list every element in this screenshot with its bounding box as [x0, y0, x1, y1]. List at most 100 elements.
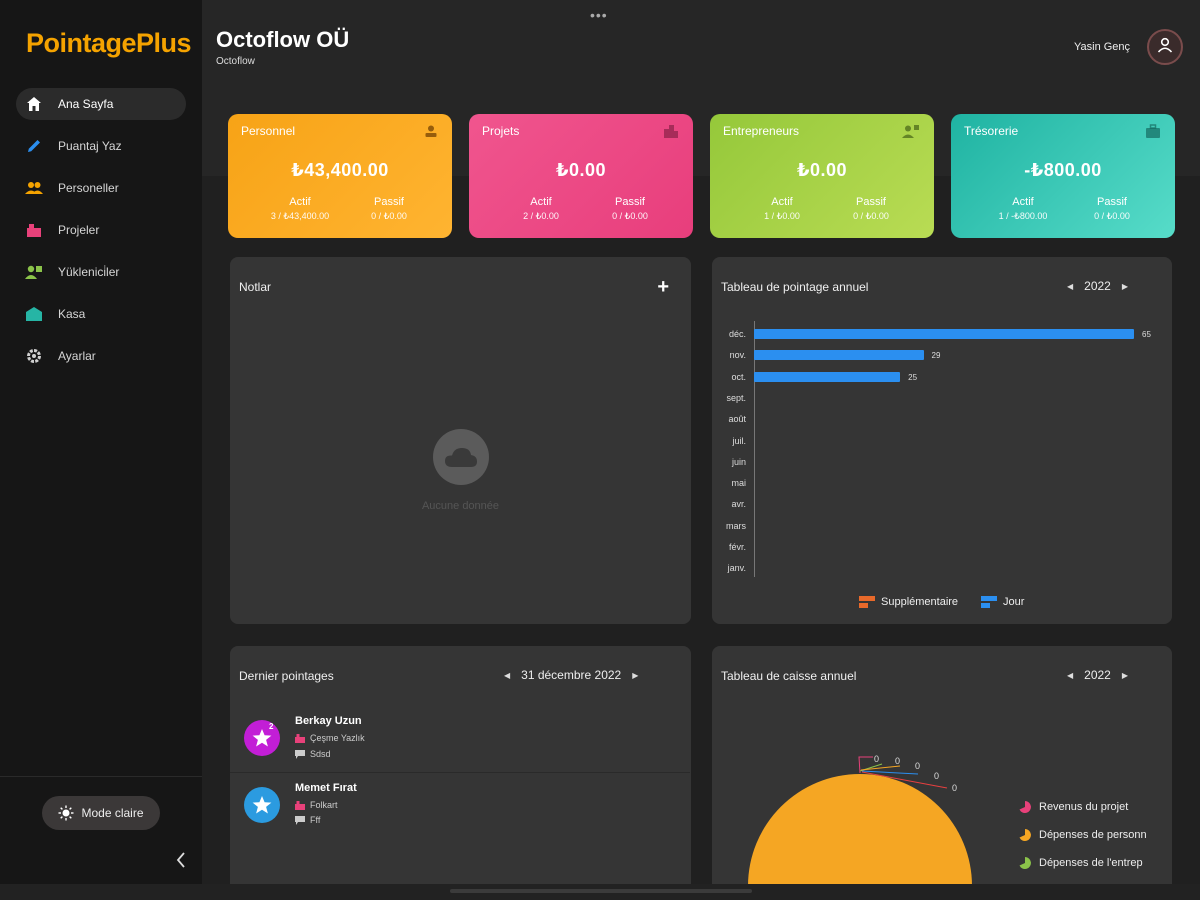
bar-value-label: 29: [931, 351, 941, 361]
comment-icon: [295, 749, 305, 759]
projects-icon: [25, 221, 43, 239]
cash-chart-title: Tableau de caisse annuel: [721, 669, 857, 683]
latest-title: Dernier pointages: [239, 669, 334, 683]
active-value: 1 / ₺0.00: [764, 211, 800, 221]
pencil-icon: [25, 137, 43, 155]
y-tick-label: mai: [731, 478, 746, 489]
card-title: Trésorerie: [964, 124, 1019, 138]
light-mode-label: Mode claire: [81, 806, 144, 820]
cloud-icon: [432, 429, 489, 485]
sidebar-item-home[interactable]: Ana Sayfa: [16, 88, 186, 120]
notes-panel: Notlar + Aucune donnée: [230, 257, 691, 624]
sidebar-item-label: Yüklenici̇ler: [58, 265, 120, 279]
cash-pie-chart: 0 0 0 0 0: [748, 754, 972, 886]
avatar[interactable]: [1147, 29, 1183, 65]
legend-label: Revenus du projet: [1039, 801, 1129, 813]
prev-year-button[interactable]: ◀: [1067, 670, 1074, 680]
legend-project-revenue[interactable]: Revenus du projet: [1019, 801, 1128, 813]
prev-date-button[interactable]: ◀: [504, 670, 511, 680]
y-tick-label: nov.: [729, 350, 746, 361]
next-date-button[interactable]: ▶: [632, 670, 639, 680]
day-swatch-icon: [981, 596, 997, 608]
next-year-button[interactable]: ▶: [1121, 281, 1129, 291]
star-icon: [244, 787, 280, 823]
gear-icon: [25, 347, 43, 365]
more-dots-icon[interactable]: •••: [590, 7, 608, 23]
passive-value: 0 / ₺0.00: [1094, 211, 1130, 221]
attendance-chart-title: Tableau de pointage annuel: [721, 280, 869, 294]
cash-year: 2022: [1084, 668, 1111, 682]
project-icon: [295, 800, 305, 810]
entry-badge: 2: [269, 722, 274, 731]
comment-icon: [295, 815, 305, 825]
passive-value: 0 / ₺0.00: [853, 211, 889, 221]
chevron-left-icon: [176, 851, 186, 873]
attendance-year-control: ◀ 2022 ▶: [1056, 279, 1139, 293]
contractors-icon: [25, 263, 43, 281]
sidebar-item-settings[interactable]: Ayarlar: [16, 340, 186, 372]
pie-value-label: 0: [915, 761, 920, 771]
card-amount: ₺0.00: [555, 160, 607, 180]
pie-value-label: 0: [874, 754, 879, 764]
bar-value-label: 65: [1142, 330, 1151, 339]
people-icon: [25, 179, 43, 197]
sidebar-footer: Mode claire: [0, 776, 202, 884]
active-label: Actif: [771, 196, 793, 208]
light-mode-button[interactable]: Mode claire: [42, 796, 160, 830]
collapse-sidebar-button[interactable]: [172, 851, 190, 873]
card-amount: ₺0.00: [796, 160, 848, 180]
y-tick-label: sept.: [726, 392, 746, 403]
next-year-button[interactable]: ▶: [1121, 670, 1129, 680]
y-tick-label: août: [728, 414, 746, 425]
bar-jour[interactable]: [754, 371, 901, 382]
sidebar-item-timesheet[interactable]: Puantaj Yaz: [16, 130, 186, 162]
legend-label: Jour: [1003, 596, 1025, 608]
y-tick-label: févr.: [728, 542, 746, 552]
active-label: Actif: [1012, 196, 1034, 208]
y-tick-label: juil.: [732, 435, 746, 446]
legend-staff-expenses[interactable]: Dépenses de personn: [1019, 829, 1147, 841]
briefcase-icon: [1145, 124, 1161, 138]
entry-project: Çeşme Yazlık: [310, 733, 365, 743]
pie-swatch-icon: [1019, 857, 1031, 869]
buildings-icon: [663, 124, 679, 138]
worker-icon: [902, 124, 920, 138]
legend-label: Dépenses de l'entrep: [1039, 857, 1143, 869]
entry-name: Memet Fırat: [295, 782, 357, 794]
user-icon: [1156, 36, 1174, 59]
legend-overtime[interactable]: Supplémentaire: [859, 596, 958, 608]
passive-value: 0 / ₺0.00: [371, 211, 407, 221]
sidebar-item-contractors[interactable]: Yüklenici̇ler: [16, 256, 186, 288]
sidebar-item-projects[interactable]: Projeler: [16, 214, 186, 246]
active-value: 2 / ₺0.00: [523, 211, 559, 221]
sidebar-item-label: Ana Sayfa: [58, 97, 114, 111]
date-control: ◀ 31 décembre 2022 ▶: [493, 668, 649, 682]
card-treasury[interactable]: Trésorerie -₺800.00 Actif 1 / -₺800.00 Pa…: [951, 114, 1175, 238]
home-indicator[interactable]: [450, 889, 752, 893]
card-title: Entrepreneurs: [723, 124, 800, 138]
prev-year-button[interactable]: ◀: [1067, 281, 1074, 291]
card-projects[interactable]: Projets ₺0.00 Actif 2 / ₺0.00 Passif 0 / ₺…: [469, 114, 693, 238]
user-name[interactable]: Yasin Genç: [1074, 41, 1131, 53]
pie-swatch-icon: [1019, 829, 1031, 841]
card-personnel[interactable]: Personnel ₺43,400.00 Actif 3 / ₺43,400.00…: [228, 114, 452, 238]
active-value: 1 / -₺800.00: [998, 211, 1048, 221]
pie-leader-lines: [858, 756, 948, 789]
bar-jour[interactable]: [754, 350, 924, 361]
y-tick-label: déc.: [728, 329, 746, 339]
y-tick-label: oct.: [731, 371, 746, 382]
entry-project: Folkart: [310, 800, 338, 810]
bar-jour[interactable]: [754, 329, 1134, 339]
attendance-year: 2022: [1084, 279, 1111, 293]
divider: [230, 772, 690, 773]
legend-contractor-expenses[interactable]: Dépenses de l'entrep: [1019, 857, 1143, 869]
sidebar-item-staff[interactable]: Personeller: [16, 172, 186, 204]
sidebar-item-cashbox[interactable]: Kasa: [16, 298, 186, 330]
cashbox-icon: [25, 305, 43, 323]
card-entrepreneurs[interactable]: Entrepreneurs ₺0.00 Actif 1 / ₺0.00 Passi…: [710, 114, 934, 238]
sun-icon: [58, 805, 74, 821]
add-note-button[interactable]: +: [657, 276, 669, 298]
overtime-swatch-icon: [859, 596, 875, 608]
attendance-chart-panel: Tableau de pointage annuel ◀ 2022 ▶ déc.…: [712, 257, 1172, 624]
legend-day[interactable]: Jour: [981, 596, 1024, 608]
